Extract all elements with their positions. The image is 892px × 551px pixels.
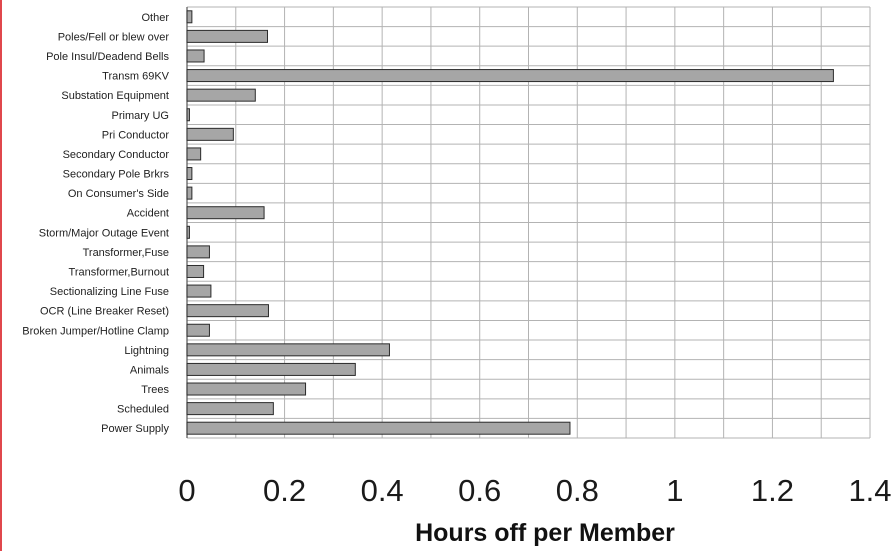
category-label: Poles/Fell or blew over [58,31,170,43]
x-tick-label: 0.8 [556,473,599,508]
x-tick-label: 0.4 [361,473,404,508]
bar [186,343,390,357]
bar [186,264,205,278]
category-label: Transformer,Fuse [83,247,169,259]
bar [186,127,234,141]
x-tick-label: 0.2 [263,473,306,508]
x-axis-title: Hours off per Member [415,519,675,547]
category-label: Secondary Pole Brkrs [63,169,170,181]
category-label: Animals [130,364,170,376]
category-label: Transformer,Burnout [69,266,169,278]
bar [186,88,256,102]
category-label: Accident [127,208,169,220]
bar [186,69,834,83]
bar [186,382,307,396]
category-label: OCR (Line Breaker Reset) [40,306,169,318]
bar [186,284,212,298]
x-tick-label: 1.2 [751,473,794,508]
x-tick-label: 0.6 [458,473,501,508]
x-tick-label: 0 [178,473,195,508]
bar [186,167,193,181]
bar [186,225,190,239]
bar [186,421,571,435]
left-border-line [0,0,2,551]
bar [186,304,269,318]
bars [186,10,834,435]
category-label: Power Supply [101,423,169,435]
category-label: Other [141,12,169,24]
category-label: Pri Conductor [102,129,170,141]
category-label: On Consumer's Side [68,188,169,200]
category-label: Scheduled [117,404,169,416]
category-labels: Other Poles/Fell or blew over Pole Insul/D… [22,12,169,435]
bar [186,186,193,200]
x-tick-label: 1 [666,473,683,508]
category-label: Substation Equipment [61,90,169,102]
category-label: Primary UG [112,110,169,122]
bar [186,245,210,259]
bar [186,323,210,337]
bar [186,49,205,63]
bar [186,147,202,161]
bar [186,10,193,24]
bar [186,206,265,220]
bar [186,402,274,416]
x-tick-label: 1.4 [848,473,891,508]
category-label: Storm/Major Outage Event [39,227,169,239]
category-label: Sectionalizing Line Fuse [50,286,169,298]
category-label: Lightning [124,345,169,357]
category-label: Secondary Conductor [63,149,170,161]
category-label: Broken Jumper/Hotline Clamp [22,325,169,337]
bar [186,29,268,43]
x-tick-labels: 0 0.2 0.4 0.6 0.8 1 1.2 1.4 [178,473,891,508]
category-label: Pole Insul/Deadend Bells [46,51,169,63]
bar [186,108,190,122]
bar [186,362,356,376]
category-label: Transm 69KV [102,71,170,83]
category-label: Trees [141,384,169,396]
